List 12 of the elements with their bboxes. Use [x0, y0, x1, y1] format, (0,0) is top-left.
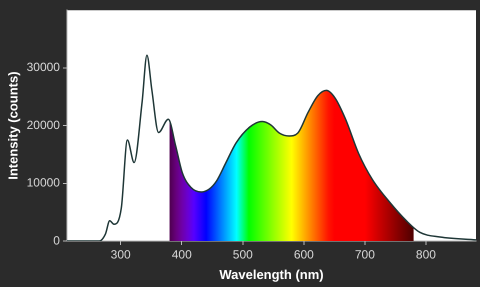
x-tick-label: 600: [294, 248, 314, 262]
x-axis-title: Wavelength (nm): [219, 266, 324, 282]
y-tick-label: 20000: [26, 118, 60, 132]
x-tick-label: 700: [354, 248, 376, 262]
y-tick-label: 30000: [26, 60, 60, 74]
y-tick-label: 0: [53, 233, 60, 248]
x-tick-label: 400: [172, 248, 192, 262]
y-axis-title: Intensity (counts): [5, 71, 20, 180]
x-tick-label: 300: [110, 248, 132, 262]
x-tick-label: 800: [416, 248, 436, 262]
y-tick-label: 10000: [26, 176, 60, 190]
x-tick-label: 500: [232, 248, 254, 262]
